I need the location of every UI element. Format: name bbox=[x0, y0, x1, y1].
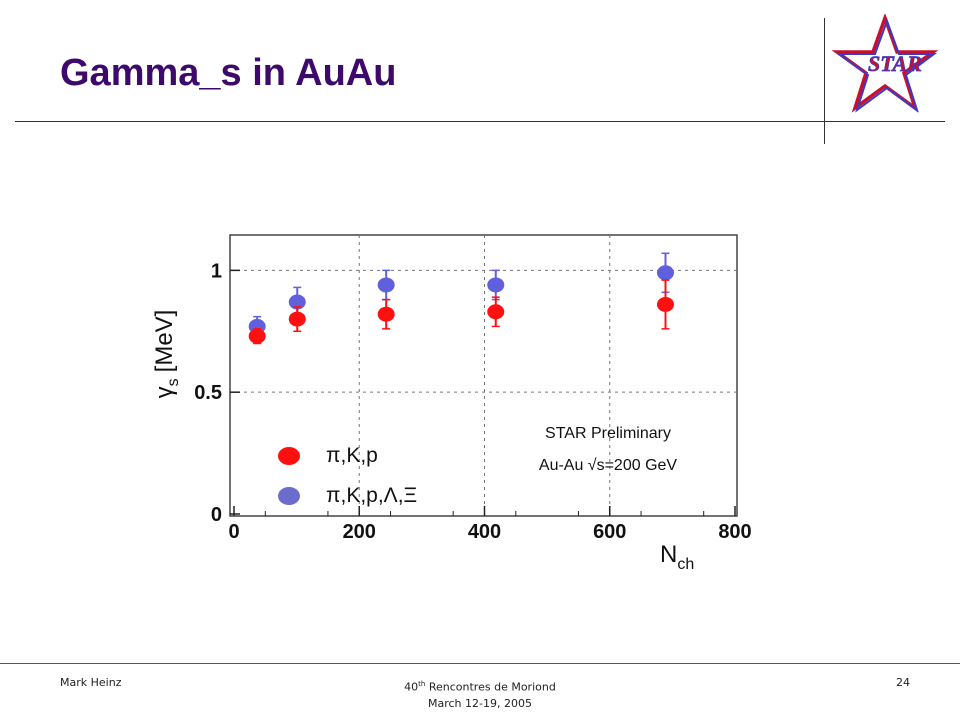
footer-conf-num: 40 bbox=[404, 680, 419, 694]
footer-divider bbox=[0, 663, 960, 664]
data-point bbox=[487, 304, 505, 320]
x-tick-label: 0 bbox=[228, 521, 239, 543]
annotation-preliminary: STAR Preliminary bbox=[545, 425, 671, 442]
y-axis-label: γs[MeV] bbox=[151, 310, 182, 399]
legend-marker-red bbox=[278, 447, 300, 465]
x-tick-label: 200 bbox=[343, 521, 376, 543]
data-point bbox=[487, 277, 505, 293]
header-vertical-divider bbox=[824, 18, 825, 144]
title-divider bbox=[15, 121, 945, 122]
footer-page-number: 24 bbox=[896, 676, 910, 689]
y-tick-label: 0.5 bbox=[194, 382, 222, 404]
data-point bbox=[288, 294, 306, 310]
footer-dates: March 12-19, 2005 bbox=[428, 696, 532, 710]
x-tick-label: 400 bbox=[468, 521, 501, 543]
grid bbox=[230, 235, 737, 516]
footer-conference: 40th Rencontres de Moriond March 12-19, … bbox=[330, 676, 630, 712]
x-axis-label: Nch bbox=[660, 541, 694, 573]
x-tick-label: 800 bbox=[718, 521, 751, 543]
data-point bbox=[656, 296, 674, 312]
data-point bbox=[656, 265, 674, 281]
y-tick-label: 1 bbox=[211, 260, 222, 282]
gamma-s-chart: 0 0.5 1 0 200 400 600 800 γs[MeV] Nch STAR Prel… bbox=[151, 234, 752, 573]
legend-marker-blue bbox=[278, 487, 300, 505]
data-point bbox=[377, 277, 395, 293]
y-tick-label: 0 bbox=[211, 504, 222, 526]
data-points bbox=[248, 252, 674, 345]
x-tick-label: 600 bbox=[593, 521, 626, 543]
footer-conf-rest: Rencontres de Moriond bbox=[425, 680, 556, 694]
star-logo: STAR bbox=[831, 14, 939, 113]
plot-frame bbox=[229, 234, 738, 517]
data-point bbox=[377, 306, 395, 322]
legend-label-red: π,K,p bbox=[326, 444, 378, 467]
star-logo-text: STAR bbox=[868, 51, 922, 76]
data-point bbox=[248, 328, 266, 344]
star-logo-shape bbox=[831, 14, 939, 113]
slide-title: Gamma_s in AuAu bbox=[60, 52, 397, 94]
axis-ticks: 0 0.5 1 0 200 400 600 800 bbox=[194, 260, 752, 543]
data-point bbox=[288, 311, 306, 327]
legend-label-blue: π,K,p,Λ,Ξ bbox=[326, 484, 417, 507]
footer-conf-sup: th bbox=[418, 680, 426, 688]
footer-author: Mark Heinz bbox=[60, 676, 122, 689]
annotation-energy: Au-Au √s=200 GeV bbox=[539, 457, 678, 474]
